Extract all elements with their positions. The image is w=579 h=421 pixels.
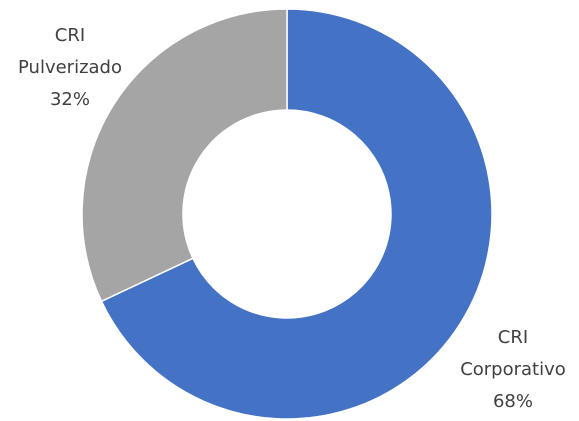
data-label: CRI Pulverizado 32% <box>5 20 135 116</box>
value-label: 32% <box>49 89 90 110</box>
category-label: CRI Pulverizado <box>18 25 122 78</box>
donut-slice <box>81 8 288 303</box>
data-label: CRI Corporativo 68% <box>448 322 578 418</box>
category-label: CRI Corporativo <box>460 327 566 380</box>
donut-slice <box>100 8 493 420</box>
value-label: 68% <box>492 391 533 412</box>
